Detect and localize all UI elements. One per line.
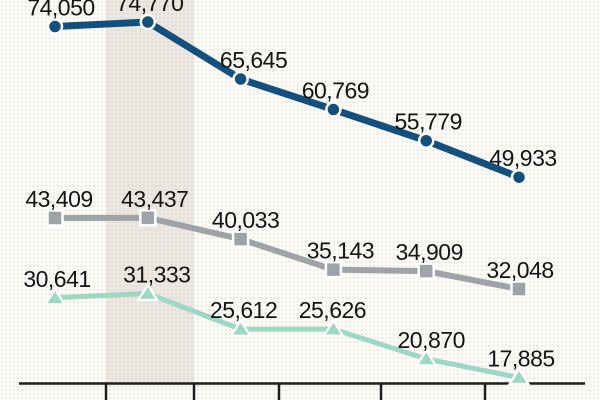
data-point-marker-circle [232,70,249,88]
data-point-marker-square [324,260,343,279]
data-point-marker-circle [139,13,157,31]
data-point-label: 55,779 [395,109,462,135]
data-point-label: 31,333 [123,261,190,287]
data-point-label: 20,870 [398,327,465,353]
series-teal: 30,641 31,333 25,612 25,626 20,870 17,885 [23,261,555,386]
data-point-label: 43,437 [121,186,188,212]
data-point-marker-circle [325,101,342,118]
data-point-label: 34,909 [396,239,463,265]
data-point-label: 17,885 [487,346,554,372]
data-point-marker-triangle [414,348,438,367]
data-point-label: 30,641 [23,266,90,292]
data-point-marker-circle [510,168,528,186]
data-point-label: 60,769 [302,78,369,104]
series-line-teal [54,290,520,380]
series-line-gray [54,214,520,292]
data-point-label: 43,409 [25,186,92,212]
data-point-label: 32,048 [486,257,553,283]
data-point-label: 25,626 [299,297,366,323]
data-point-label: 74,050 [27,0,94,21]
data-point-marker-triangle [507,366,531,386]
data-point-marker-triangle [229,318,253,337]
data-point-marker-circle [417,132,435,149]
data-point-marker-square [231,230,250,248]
data-point-marker-square [510,280,528,298]
data-point-marker-square [139,209,157,227]
data-point-marker-square [417,262,435,280]
highlight-band [106,0,194,383]
series-line-navy [54,18,521,181]
data-point-marker-circle [46,18,64,35]
series-navy: 74,050 74,770 65,645 60,769 55,779 49,933 [27,0,557,186]
series-gray: 43,409 43,437 40,033 35,143 34,909 32,048 [25,186,554,298]
data-point-marker-triangle [43,287,67,306]
data-point-marker-triangle [136,282,160,302]
data-point-label: 40,033 [212,207,279,233]
data-point-label: 35,143 [307,238,374,264]
data-point-marker-triangle [321,318,345,337]
data-point-label: 49,933 [489,145,556,171]
data-point-label: 65,645 [220,47,287,73]
data-point-label: 74,770 [116,0,183,16]
data-point-label: 25,612 [210,297,277,323]
data-point-marker-square [46,209,64,227]
